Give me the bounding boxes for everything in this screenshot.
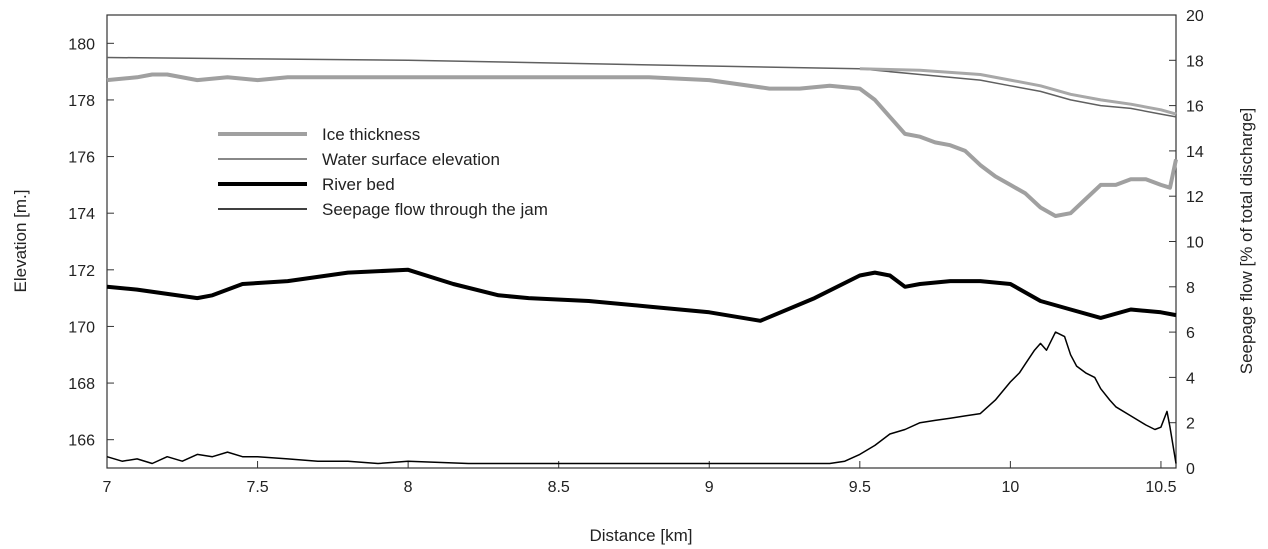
y-tick-label: 172 xyxy=(68,263,95,280)
x-axis-ticks: 7 7.5 8 8.5 9 9.5 10 10.5 xyxy=(103,461,1177,496)
x-tick-label: 7 xyxy=(103,479,112,496)
series-line-ice-thickness xyxy=(106,72,1178,218)
legend-label: Water surface elevation xyxy=(322,150,500,169)
x-tick-label: 9 xyxy=(705,479,714,496)
x-axis-title: Distance [km] xyxy=(590,526,693,545)
series-line-unnamed-2 xyxy=(859,67,1177,116)
legend: Ice thickness Water surface elevation Rive… xyxy=(218,125,548,219)
y-axis-left-title: Elevation [m.] xyxy=(11,190,30,293)
y-tick-label: 168 xyxy=(68,376,95,393)
y2-tick-label: 4 xyxy=(1186,370,1195,387)
y-axis-right-title: Seepage flow [% of total discharge] xyxy=(1237,108,1256,375)
x-tick-label: 8.5 xyxy=(548,479,570,496)
legend-label: River bed xyxy=(322,175,395,194)
x-tick-label: 9.5 xyxy=(849,479,871,496)
y-tick-label: 180 xyxy=(68,36,95,53)
y2-tick-label: 0 xyxy=(1186,461,1195,478)
x-tick-label: 10 xyxy=(1001,479,1019,496)
series-layer xyxy=(106,56,1178,465)
y2-tick-label: 14 xyxy=(1186,144,1204,161)
y-tick-label: 166 xyxy=(68,433,95,450)
x-tick-label: 8 xyxy=(404,479,413,496)
x-tick-label: 7.5 xyxy=(246,479,268,496)
y2-tick-label: 18 xyxy=(1186,53,1204,70)
series-line-water-surface-elevation xyxy=(106,56,1177,118)
series-line-seepage-flow-through-the-jam xyxy=(106,331,1177,465)
y-tick-label: 178 xyxy=(68,93,95,110)
y-axis-right-ticks: 0 2 4 6 8 10 12 14 16 18 20 xyxy=(1169,8,1204,478)
x-tick-label: 10.5 xyxy=(1145,479,1176,496)
y2-tick-label: 16 xyxy=(1186,99,1204,116)
y-tick-label: 170 xyxy=(68,319,95,336)
y2-tick-label: 2 xyxy=(1186,416,1195,433)
legend-label: Seepage flow through the jam xyxy=(322,200,548,219)
y2-tick-label: 20 xyxy=(1186,8,1204,25)
y-axis-left-ticks: 166 168 170 172 174 176 178 180 xyxy=(68,36,114,450)
legend-label: Ice thickness xyxy=(322,125,420,144)
y2-tick-label: 8 xyxy=(1186,280,1195,297)
y2-tick-label: 6 xyxy=(1186,325,1195,342)
y-tick-label: 174 xyxy=(68,206,95,223)
y2-tick-label: 10 xyxy=(1186,235,1204,252)
y2-tick-label: 12 xyxy=(1186,189,1204,206)
plot-frame xyxy=(106,14,1177,469)
y-tick-label: 176 xyxy=(68,150,95,167)
series-line-river-bed xyxy=(106,267,1177,323)
